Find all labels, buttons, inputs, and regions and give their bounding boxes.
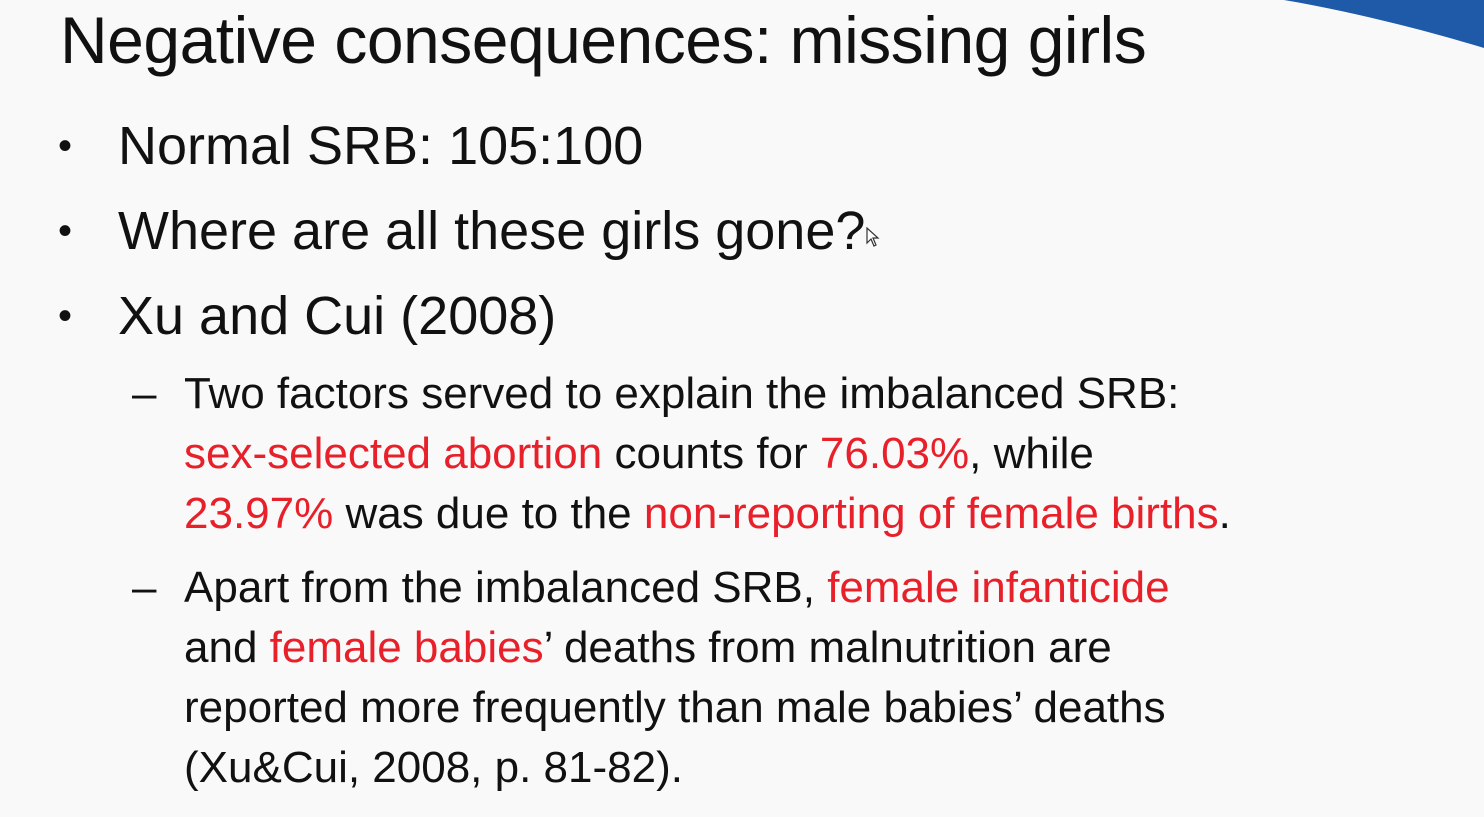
text-span: counts for [602,429,820,478]
bullet-girls-gone: • Where are all these girls gone? [58,199,865,263]
text-span: . [1218,489,1231,538]
sub-bullet-line: reported more frequently than male babie… [184,683,1166,732]
highlight-female-infanticide: female infanticide [827,563,1170,612]
text-span: Apart from the imbalanced SRB, [184,563,828,612]
bullet-marker: • [58,209,73,253]
sub-bullet-line: sex-selected abortion counts for 76.03%,… [132,424,1231,484]
sub-bullet-two-factors: – Two factors served to explain the imba… [132,364,1231,544]
bullet-xu-cui: • Xu and Cui (2008) [58,284,556,348]
text-span: ’ deaths from malnutrition are [543,623,1112,672]
sub-bullet-marker: – [132,369,157,418]
highlight-percent-abortion: 76.03% [819,429,970,478]
text-span: and [184,623,270,672]
highlight-percent-nonreporting: 23.97% [184,489,334,538]
highlight-female-babies: female babies [269,623,544,672]
highlight-sex-selected-abortion: sex-selected abortion [184,429,603,478]
sub-bullet-line: (Xu&Cui, 2008, p. 81-82). [184,743,683,792]
sub-bullet-line: and female babies’ deaths from malnutrit… [132,618,1170,678]
text-span: was due to the [333,489,644,538]
bullet-marker: • [58,294,73,338]
slide-title: Negative consequences: missing girls [60,3,1147,77]
corner-decoration [1224,0,1484,48]
sub-bullet-line: 23.97% was due to the non-reporting of f… [132,484,1231,544]
bullet-marker: • [58,124,73,168]
bullet-text: Where are all these girls gone? [118,201,866,261]
sub-bullet-line: Apart from the imbalanced SRB, female in… [132,558,1170,618]
bullet-text: Normal SRB: 105:100 [118,116,644,176]
sub-bullet-line: Two factors served to explain the imbala… [184,369,1180,418]
bullet-normal-srb: • Normal SRB: 105:100 [58,114,643,178]
mouse-pointer-icon [866,227,880,247]
sub-bullet-infanticide: – Apart from the imbalanced SRB, female … [132,558,1170,798]
highlight-non-reporting: non-reporting of female births [643,489,1219,538]
text-span: , while [969,429,1094,478]
bullet-text: Xu and Cui (2008) [118,286,557,346]
sub-bullet-marker: – [132,563,157,612]
